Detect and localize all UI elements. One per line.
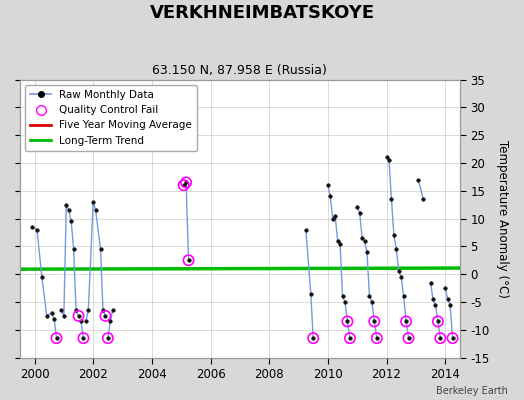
Y-axis label: Temperature Anomaly (°C): Temperature Anomaly (°C) xyxy=(496,140,509,298)
Quality Control Fail xyxy=(104,335,112,341)
Raw Monthly Data xyxy=(39,274,45,279)
Raw Monthly Data xyxy=(51,316,57,321)
Quality Control Fail xyxy=(343,318,352,325)
Text: Berkeley Earth: Berkeley Earth xyxy=(436,386,508,396)
Title: 63.150 N, 87.958 E (Russia): 63.150 N, 87.958 E (Russia) xyxy=(152,64,328,77)
Quality Control Fail xyxy=(405,335,413,341)
Quality Control Fail xyxy=(346,335,354,341)
Quality Control Fail xyxy=(434,318,442,325)
Quality Control Fail xyxy=(52,335,61,341)
Raw Monthly Data xyxy=(43,314,50,318)
Raw Monthly Data xyxy=(34,227,40,232)
Quality Control Fail xyxy=(182,179,190,186)
Line: Raw Monthly Data: Raw Monthly Data xyxy=(30,225,58,340)
Quality Control Fail xyxy=(179,182,188,188)
Quality Control Fail xyxy=(79,335,88,341)
Quality Control Fail xyxy=(101,313,110,319)
Quality Control Fail xyxy=(370,318,378,325)
Quality Control Fail xyxy=(74,313,83,319)
Quality Control Fail xyxy=(402,318,410,325)
Legend: Raw Monthly Data, Quality Control Fail, Five Year Moving Average, Long-Term Tren: Raw Monthly Data, Quality Control Fail, … xyxy=(25,85,198,151)
Quality Control Fail xyxy=(449,335,457,341)
Raw Monthly Data xyxy=(53,336,60,340)
Text: VERKHNEIMBATSKOYE: VERKHNEIMBATSKOYE xyxy=(149,4,375,22)
Raw Monthly Data xyxy=(49,311,55,316)
Quality Control Fail xyxy=(309,335,318,341)
Quality Control Fail xyxy=(184,257,193,264)
Quality Control Fail xyxy=(436,335,444,341)
Raw Monthly Data xyxy=(29,224,35,229)
Quality Control Fail xyxy=(373,335,381,341)
